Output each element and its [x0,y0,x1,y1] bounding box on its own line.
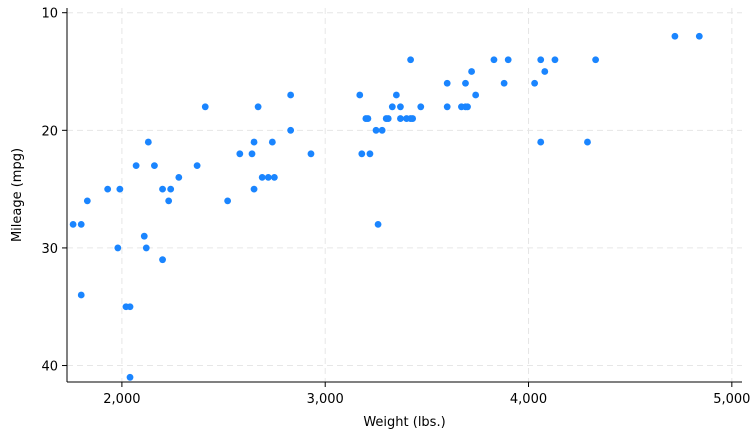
data-point [83,197,91,205]
data-point [250,185,258,193]
data-point [490,56,498,64]
data-point [372,126,380,134]
data-point [264,173,272,181]
data-point [104,185,112,193]
data-point [417,103,425,111]
data-point [307,150,315,158]
data-point [537,138,545,146]
data-point [159,256,166,264]
data-points [69,32,703,381]
data-point [356,91,364,99]
data-point [287,91,295,99]
axis-ticks: 2,000 3,000 4,000 5,000 10 20 30 40 [41,7,750,407]
data-point [504,56,512,64]
data-point [69,221,77,228]
data-point [500,79,508,87]
data-point [151,162,158,169]
data-point [142,244,150,252]
data-point [472,91,480,99]
data-point [388,103,396,111]
x-tick-label: 2,000 [103,392,140,407]
grid-lines [67,8,742,382]
data-point [468,68,475,75]
data-point [409,115,417,122]
data-point [159,185,166,193]
data-point [592,56,600,64]
data-point [250,138,258,146]
data-point [77,291,85,299]
x-tick-label: 4,000 [510,392,547,407]
data-point [201,103,209,111]
data-point [531,79,539,87]
data-point [175,173,183,181]
data-point [77,221,85,228]
data-point [144,138,152,146]
data-point [114,244,122,252]
y-axis-title: Mileage (mpg) [10,148,25,242]
data-point [132,162,140,169]
y-tick-label: 10 [41,7,58,22]
data-point [695,32,703,40]
data-point [364,115,372,122]
data-point [392,91,400,99]
axes [66,8,742,383]
data-point [384,115,392,122]
data-point [584,138,591,146]
data-point [551,56,559,64]
data-point [374,221,382,228]
data-point [462,79,469,87]
x-tick-label: 5,000 [713,392,750,407]
data-point [464,103,471,111]
data-point [541,68,549,75]
data-point [407,56,414,64]
data-point [397,103,404,111]
data-point [140,232,148,240]
data-point [126,373,134,381]
data-point [236,150,244,158]
data-point [366,150,374,158]
data-point [358,150,366,158]
x-tick-label: 3,000 [307,392,344,407]
data-point [116,185,124,193]
data-point [287,126,295,134]
data-point [254,103,262,111]
data-point [224,197,232,205]
data-point [165,197,173,205]
data-point [397,115,404,122]
data-point [443,79,451,87]
data-point [167,185,175,193]
data-point [193,162,201,169]
y-tick-label: 20 [41,124,58,139]
data-point [258,173,266,181]
data-point [443,103,451,111]
data-point [537,56,545,64]
y-tick-label: 30 [41,242,58,257]
data-point [671,32,679,40]
y-tick-label: 40 [41,360,58,375]
data-point [268,138,276,146]
data-point [378,126,386,134]
data-point [270,173,278,181]
data-point [248,150,256,158]
data-point [126,303,134,311]
x-axis-title: Weight (lbs.) [363,415,445,430]
